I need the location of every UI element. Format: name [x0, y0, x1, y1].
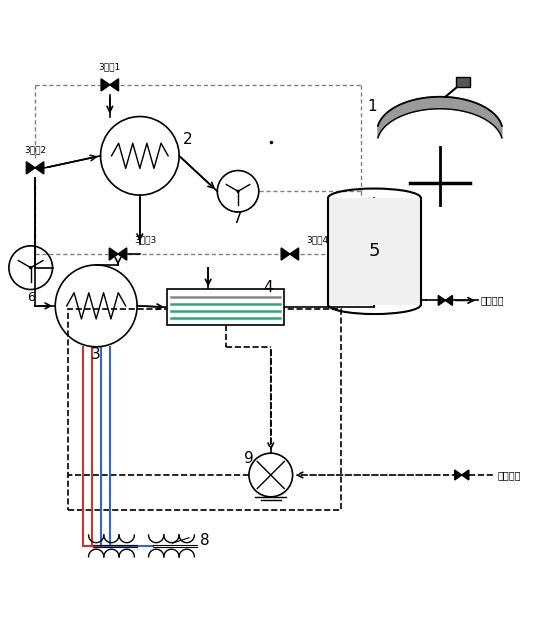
Text: 3向阈1: 3向阈1: [98, 62, 121, 71]
Polygon shape: [378, 96, 502, 138]
Text: 8: 8: [201, 533, 210, 548]
Polygon shape: [26, 162, 44, 174]
Polygon shape: [455, 470, 469, 480]
Bar: [167, 289, 284, 325]
Text: 冷水供应: 冷水供应: [497, 470, 521, 480]
Bar: [456, 77, 470, 87]
Text: 1: 1: [367, 99, 376, 114]
Polygon shape: [281, 248, 299, 260]
Text: 2: 2: [183, 132, 193, 147]
Circle shape: [29, 266, 32, 270]
Text: 3: 3: [91, 348, 101, 362]
Polygon shape: [438, 295, 452, 305]
Polygon shape: [101, 79, 119, 91]
Polygon shape: [109, 248, 127, 260]
Text: 4: 4: [263, 281, 273, 295]
Text: 9: 9: [244, 451, 254, 466]
Text: 6: 6: [27, 291, 34, 304]
Text: 7: 7: [233, 211, 243, 226]
Text: 3向阈2: 3向阈2: [24, 145, 46, 154]
Text: 3向阈3: 3向阈3: [135, 235, 156, 244]
Text: 5: 5: [369, 242, 380, 260]
Circle shape: [236, 190, 240, 193]
Text: 3向阈4: 3向阈4: [306, 235, 328, 244]
Polygon shape: [328, 198, 421, 305]
Text: 热水供应: 热水供应: [481, 295, 504, 305]
Bar: [68, 309, 341, 511]
